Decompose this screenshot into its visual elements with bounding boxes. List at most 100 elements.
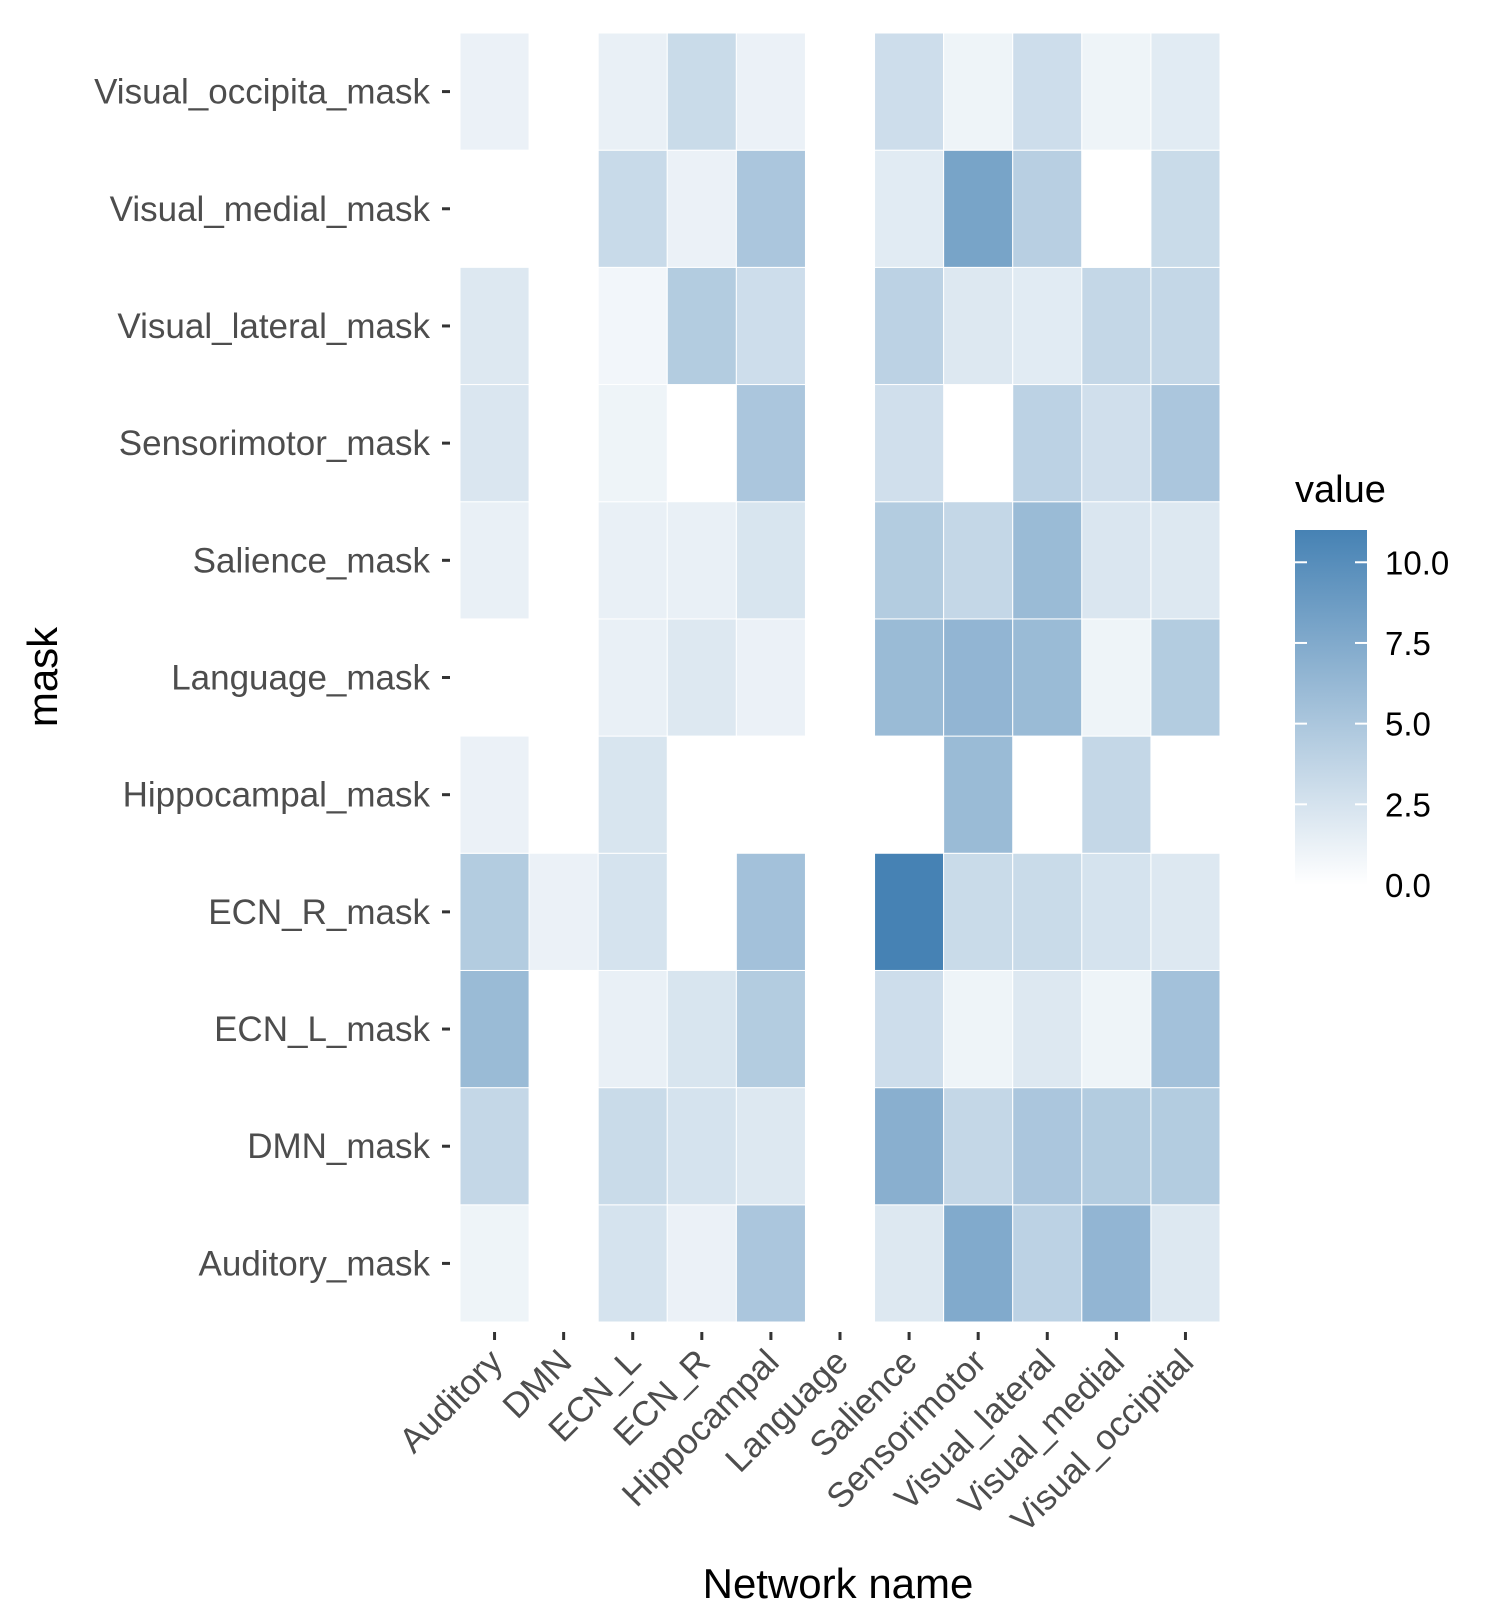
x-axis: AuditoryDMNECN_LECN_RHippocampalLanguage…	[392, 1332, 1201, 1540]
heatmap-cell	[597, 1204, 668, 1323]
heatmap-cell	[1150, 969, 1221, 1089]
color-legend: value 0.0 2.5 5.0 7.5 10.0	[1295, 469, 1449, 904]
heatmap-cell	[459, 32, 530, 151]
heatmap-cell	[943, 969, 1014, 1089]
legend-title: value	[1295, 469, 1386, 511]
heatmap-cell	[1150, 501, 1221, 620]
heatmap-cell	[666, 618, 737, 737]
heatmap-cell	[597, 735, 668, 854]
heatmap-cell	[1012, 266, 1083, 386]
heatmap-cell	[1150, 32, 1221, 151]
heatmap-cell	[1150, 1204, 1221, 1323]
heatmap-cell	[874, 969, 945, 1089]
y-tick-label: Visual_medial_mask	[110, 190, 431, 229]
heatmap-cell	[1081, 969, 1152, 1089]
heatmap-cell	[735, 852, 806, 971]
y-axis-title: mask	[19, 626, 66, 727]
heatmap-cell	[1081, 852, 1152, 971]
heatmap-cell	[597, 618, 668, 737]
legend-colorbar	[1295, 530, 1367, 885]
heatmap-cell	[1012, 384, 1083, 503]
heatmap-cell	[459, 735, 530, 854]
heatmap-cell	[1012, 1204, 1083, 1323]
heatmap-cell	[666, 149, 737, 268]
heatmap-cell	[459, 501, 530, 620]
heatmap-cell	[666, 501, 737, 620]
heatmap-cell	[874, 852, 945, 971]
heatmap-cell	[597, 384, 668, 503]
legend-tick-label: 2.5	[1385, 786, 1431, 823]
heatmap-cell	[597, 32, 668, 151]
heatmap-cell	[735, 618, 806, 737]
heatmap-cell	[735, 1204, 806, 1323]
heatmap-cell	[666, 32, 737, 151]
heatmap-cell	[1081, 384, 1152, 503]
heatmap-cell	[1012, 1087, 1083, 1206]
heatmap-cell	[874, 266, 945, 386]
heatmap-cell	[735, 969, 806, 1089]
heatmap-cell	[597, 1087, 668, 1206]
y-tick-label: ECN_L_mask	[214, 1010, 430, 1049]
heatmap-cell	[943, 1204, 1014, 1323]
legend-tick-label: 5.0	[1385, 706, 1431, 743]
heatmap-cell	[735, 149, 806, 268]
heatmap-cell	[874, 32, 945, 151]
heatmap-cell	[459, 384, 530, 503]
heatmap-cell	[1081, 1087, 1152, 1206]
heatmap-cell	[1081, 618, 1152, 737]
heatmap-cell	[943, 501, 1014, 620]
y-tick-label: Language_mask	[171, 659, 430, 698]
heatmap-cell	[1012, 32, 1083, 151]
legend-tick-label: 10.0	[1385, 544, 1449, 581]
y-axis: Auditory_mask DMN_mask ECN_L_mask ECN_R_mas…	[94, 73, 450, 1283]
heatmap-cell	[1081, 1204, 1152, 1323]
heatmap-cell	[874, 1204, 945, 1323]
heatmap-cell	[1150, 618, 1221, 737]
heatmap-cell	[597, 501, 668, 620]
heatmap-cell	[459, 1204, 530, 1323]
heatmap-cell	[459, 1087, 530, 1206]
heatmap-cell	[1012, 852, 1083, 971]
heatmap-cell	[1081, 32, 1152, 151]
y-tick-label: Visual_lateral_mask	[117, 307, 430, 346]
heatmap-cell	[1081, 149, 1152, 268]
heatmap-cell	[666, 969, 737, 1089]
heatmap-tiles	[459, 32, 1221, 1323]
x-axis-title: Network name	[703, 1560, 974, 1607]
heatmap-cell	[1081, 501, 1152, 620]
heatmap-cell	[666, 266, 737, 386]
heatmap-cell	[1150, 384, 1221, 503]
y-tick-label: Sensorimotor_mask	[119, 424, 431, 463]
heatmap-cell	[1150, 266, 1221, 386]
heatmap-cell	[874, 1087, 945, 1206]
heatmap-cell	[943, 735, 1014, 854]
heatmap-cell	[874, 384, 945, 503]
heatmap-cell	[1150, 149, 1221, 268]
heatmap-cell	[1081, 266, 1152, 386]
heatmap-cell	[735, 501, 806, 620]
heatmap-cell	[943, 1087, 1014, 1206]
y-tick-label: Salience_mask	[193, 541, 431, 580]
heatmap-cell	[943, 149, 1014, 268]
heatmap-cell	[459, 852, 530, 971]
heatmap-cell	[735, 384, 806, 503]
heatmap-cell	[597, 969, 668, 1089]
heatmap-cell	[735, 1087, 806, 1206]
y-tick-label: Hippocampal_mask	[123, 776, 431, 815]
heatmap-cell	[874, 149, 945, 268]
heatmap-cell	[597, 266, 668, 386]
heatmap-cell	[528, 852, 599, 971]
heatmap-cell	[943, 266, 1014, 386]
heatmap-cell	[597, 149, 668, 268]
heatmap-cell	[1012, 149, 1083, 268]
x-tick-label: Auditory	[392, 1342, 511, 1461]
y-tick-label: Visual_occipita_mask	[94, 73, 430, 112]
heatmap-cell	[459, 969, 530, 1089]
heatmap-cell	[874, 618, 945, 737]
heatmap-cell	[1150, 1087, 1221, 1206]
heatmap-cell	[1150, 852, 1221, 971]
heatmap-cell	[597, 852, 668, 971]
heatmap-cell	[943, 852, 1014, 971]
heatmap-cell	[943, 32, 1014, 151]
heatmap-cell	[1081, 735, 1152, 854]
